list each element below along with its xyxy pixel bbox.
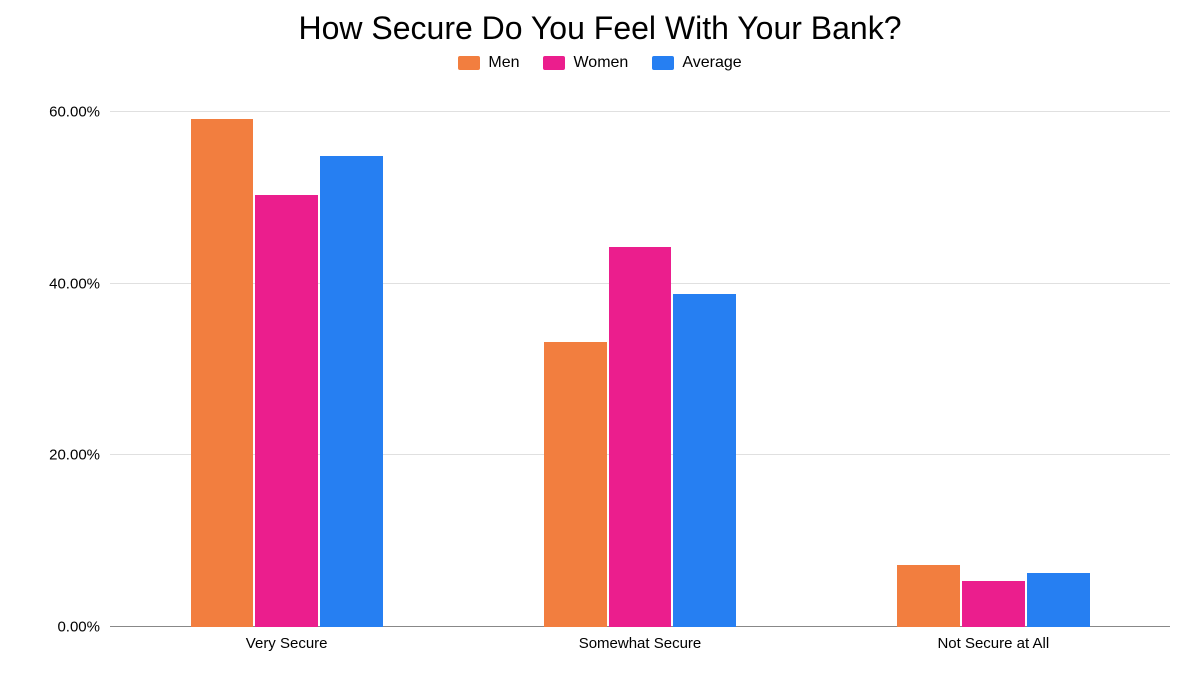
legend-swatch-average (652, 56, 674, 70)
x-tick-very-secure: Very Secure (246, 635, 328, 652)
legend-label-average: Average (682, 54, 741, 72)
bar-men-not-secure (897, 565, 960, 627)
bar-average-very-secure (320, 156, 383, 627)
x-tick-somewhat-secure: Somewhat Secure (579, 635, 702, 652)
legend-item-average: Average (652, 54, 741, 72)
y-tick-20: 20.00% (49, 447, 100, 464)
bar-women-not-secure (962, 581, 1025, 627)
bar-group-not-secure: Not Secure at All (896, 86, 1090, 627)
bar-men-very-secure (191, 119, 254, 627)
legend-swatch-men (458, 56, 480, 70)
legend-label-women: Women (573, 54, 628, 72)
bar-women-somewhat-secure (609, 247, 672, 627)
legend-item-men: Men (458, 54, 519, 72)
bar-group-somewhat-secure: Somewhat Secure (543, 86, 737, 627)
legend: Men Women Average (0, 54, 1200, 72)
bar-group-very-secure: Very Secure (190, 86, 384, 627)
legend-label-men: Men (488, 54, 519, 72)
y-tick-0: 0.00% (57, 619, 100, 636)
bar-average-somewhat-secure (673, 294, 736, 627)
y-tick-60: 60.00% (49, 103, 100, 120)
legend-item-women: Women (543, 54, 628, 72)
bar-men-somewhat-secure (544, 342, 607, 627)
x-tick-not-secure: Not Secure at All (937, 635, 1049, 652)
plot-area: 60.00% 40.00% 20.00% 0.00% Very Secure S… (110, 86, 1170, 627)
chart-title: How Secure Do You Feel With Your Bank? (0, 10, 1200, 47)
legend-swatch-women (543, 56, 565, 70)
chart-container: How Secure Do You Feel With Your Bank? M… (0, 0, 1200, 675)
bar-women-very-secure (255, 195, 318, 627)
bar-average-not-secure (1027, 573, 1090, 627)
y-tick-40: 40.00% (49, 275, 100, 292)
